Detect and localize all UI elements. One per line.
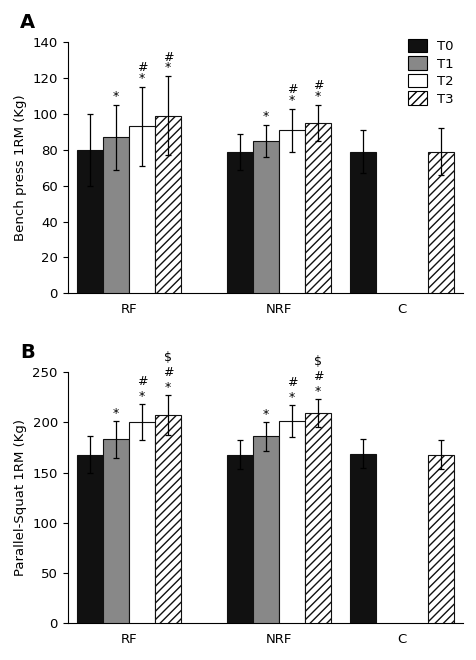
Text: *: * bbox=[164, 381, 170, 394]
Text: *: * bbox=[314, 90, 320, 103]
Bar bbox=[227, 455, 253, 624]
Text: $: $ bbox=[163, 351, 171, 364]
Bar bbox=[427, 152, 453, 294]
Text: #: # bbox=[286, 83, 297, 96]
Bar bbox=[103, 137, 129, 294]
Text: *: * bbox=[139, 390, 145, 403]
Text: *: * bbox=[139, 72, 145, 85]
Legend: T0, T1, T2, T3: T0, T1, T2, T3 bbox=[405, 36, 456, 108]
Bar bbox=[155, 415, 180, 624]
Text: #: # bbox=[136, 375, 147, 388]
Text: *: * bbox=[314, 385, 320, 398]
Text: #: # bbox=[136, 61, 147, 75]
Bar bbox=[129, 422, 155, 624]
Bar bbox=[129, 127, 155, 294]
Text: *: * bbox=[164, 61, 170, 75]
Bar bbox=[77, 150, 103, 294]
Text: *: * bbox=[262, 110, 268, 123]
Bar bbox=[349, 453, 375, 624]
Text: #: # bbox=[312, 79, 322, 92]
Text: #: # bbox=[312, 370, 322, 383]
Text: A: A bbox=[20, 13, 35, 32]
Bar bbox=[304, 123, 330, 294]
Y-axis label: Bench press 1RM (Kg): Bench press 1RM (Kg) bbox=[14, 94, 27, 241]
Bar bbox=[77, 455, 103, 624]
Bar bbox=[278, 130, 304, 294]
Bar bbox=[427, 455, 453, 624]
Text: *: * bbox=[288, 391, 295, 405]
Bar bbox=[103, 440, 129, 624]
Text: #: # bbox=[162, 366, 173, 379]
Bar bbox=[227, 152, 253, 294]
Text: *: * bbox=[262, 409, 268, 421]
Bar bbox=[253, 436, 278, 624]
Text: #: # bbox=[162, 51, 173, 63]
Text: #: # bbox=[286, 376, 297, 389]
Y-axis label: Parallel-Squat 1RM (Kg): Parallel-Squat 1RM (Kg) bbox=[14, 419, 27, 576]
Text: *: * bbox=[288, 94, 295, 107]
Text: B: B bbox=[20, 343, 35, 362]
Text: *: * bbox=[113, 90, 119, 103]
Text: $: $ bbox=[313, 355, 321, 368]
Bar bbox=[349, 152, 375, 294]
Text: *: * bbox=[113, 407, 119, 420]
Bar bbox=[253, 141, 278, 294]
Bar bbox=[278, 421, 304, 624]
Bar bbox=[155, 115, 180, 294]
Bar bbox=[304, 413, 330, 624]
